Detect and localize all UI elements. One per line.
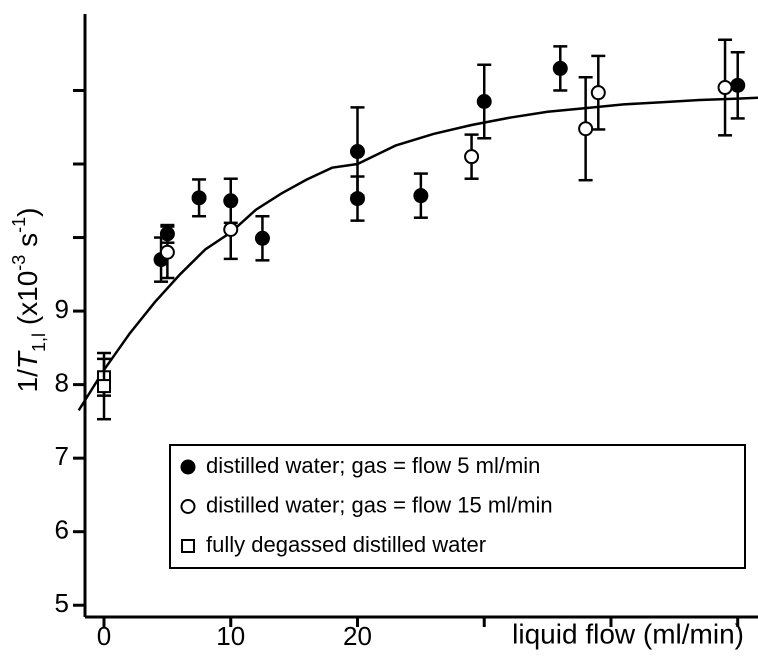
marker [159, 244, 175, 260]
marker [717, 80, 733, 96]
legend-marker [180, 459, 196, 475]
y-tick-label: 8 [55, 367, 69, 397]
marker [552, 60, 568, 76]
x-tick-label: 20 [343, 621, 372, 651]
y-label-sub: 1,l [29, 333, 49, 352]
y-label-part: ) [12, 208, 43, 217]
y-label-part: (x10 [12, 271, 43, 333]
marker [464, 149, 480, 165]
marker [730, 77, 746, 93]
marker [413, 188, 429, 204]
marker [349, 191, 365, 207]
marker [254, 230, 270, 246]
fit-curve [77, 96, 758, 412]
marker [590, 85, 606, 101]
legend-label: distilled water; gas = flow 5 ml/min [206, 453, 540, 478]
marker [476, 94, 492, 110]
marker [349, 144, 365, 160]
marker [97, 379, 112, 394]
marker [191, 190, 207, 206]
legend-label: fully degassed distilled water [206, 532, 486, 557]
marker [578, 121, 594, 137]
y-label-sup: -3 [9, 255, 29, 271]
legend-marker [180, 499, 196, 514]
legend-box [169, 444, 746, 569]
marker [223, 221, 239, 237]
legend-marker [181, 539, 195, 553]
x-tick-label: 10 [216, 621, 245, 651]
x-axis-label: liquid flow (ml/min) [512, 618, 744, 649]
y-tick-label: 9 [55, 294, 69, 324]
y-tick-label: 6 [55, 515, 69, 545]
y-label-part: 1/T [12, 350, 43, 392]
y-tick-label: 5 [55, 588, 69, 618]
y-axis-label: 1/T1,l (x10-3 s-1) [9, 208, 49, 393]
y-label-sup: -1 [9, 217, 29, 233]
y-label-part: s [12, 233, 43, 255]
legend-label: distilled water; gas = flow 15 ml/min [206, 492, 553, 517]
y-tick-label: 7 [55, 441, 69, 471]
x-tick-label: 0 [97, 621, 111, 651]
